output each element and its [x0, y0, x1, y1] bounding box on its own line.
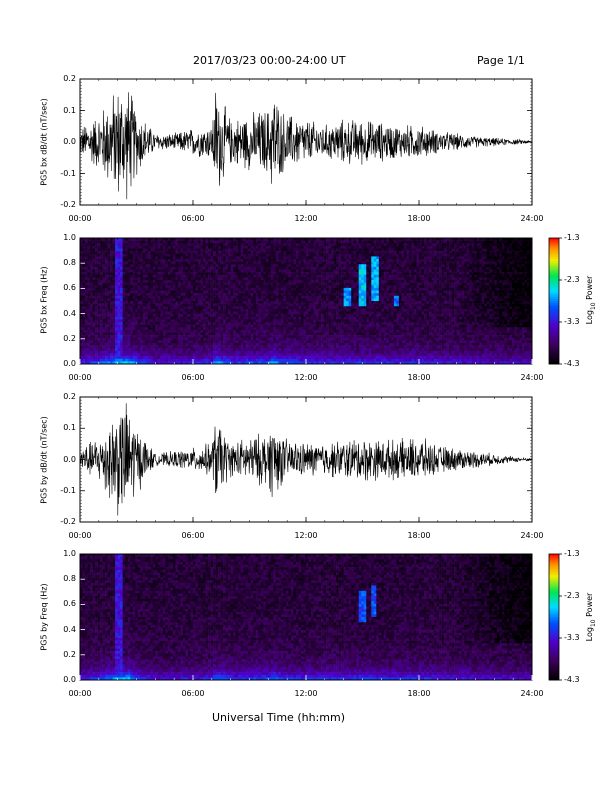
- bx-colorbar-label: Log10 Power: [585, 275, 597, 325]
- colorbar-tick-label: -4.3: [564, 359, 580, 368]
- x-tick-label: 00:00: [68, 373, 92, 382]
- x-tick-label: 12:00: [294, 689, 318, 698]
- y-tick-label: 0.2: [63, 392, 76, 401]
- y-tick-label: 0.0: [63, 359, 76, 368]
- y-tick-label: 0.4: [63, 624, 76, 634]
- y-tick-label: 1.0: [63, 233, 76, 242]
- x-tick-label: 00:00: [68, 214, 92, 223]
- dbdt-trace: [80, 92, 532, 200]
- x-tick-label: 18:00: [407, 373, 431, 382]
- y-tick-label: 0.6: [63, 599, 76, 609]
- colorbar-tick-label: -3.3: [564, 633, 580, 642]
- x-tick-label: 18:00: [407, 689, 431, 698]
- x-tick-label: 12:00: [294, 214, 318, 223]
- y-tick-label: 0.0: [63, 675, 76, 684]
- y-tick-label: 0.4: [63, 308, 76, 318]
- page-number: Page 1/1: [477, 54, 525, 67]
- x-tick-label: 12:00: [294, 531, 318, 540]
- panel-0: [79, 78, 533, 206]
- y-tick-label: -0.1: [60, 168, 76, 178]
- by-dbdt-ylabel: PG5 by dB/dt (nT/sec): [39, 416, 49, 504]
- by-colorbar-label: Log10 Power: [585, 592, 597, 642]
- y-tick-label: -0.2: [60, 517, 76, 526]
- y-tick-label: 1.0: [63, 549, 76, 558]
- y-tick-label: 0.2: [63, 649, 76, 659]
- y-tick-label: 0.2: [63, 333, 76, 343]
- y-tick-label: 0.0: [63, 137, 76, 146]
- x-tick-label: 24:00: [520, 373, 544, 382]
- x-tick-label: 24:00: [520, 689, 544, 698]
- colorbar-tick-label: -1.3: [564, 233, 580, 242]
- y-tick-label: 0.1: [63, 105, 76, 115]
- x-tick-label: 00:00: [68, 531, 92, 540]
- x-tick-label: 24:00: [520, 214, 544, 223]
- x-tick-label: 06:00: [181, 689, 205, 698]
- x-tick-label: 06:00: [181, 214, 205, 223]
- by-freq-ylabel: PG5 by Freq (Hz): [39, 583, 49, 651]
- x-tick-label: 12:00: [294, 373, 318, 382]
- y-tick-label: -0.2: [60, 200, 76, 209]
- y-tick-label: 0.1: [63, 423, 76, 433]
- colorbar-tick-label: -3.3: [564, 317, 580, 326]
- y-tick-label: 0.2: [63, 74, 76, 83]
- x-tick-label: 06:00: [181, 531, 205, 540]
- x-axis-label: Universal Time (hh:mm): [212, 711, 345, 724]
- colorbar-tick-label: -2.3: [564, 591, 580, 600]
- bx-freq-ylabel: PG5 bx Freq (Hz): [39, 266, 49, 334]
- colorbar: [548, 553, 562, 681]
- x-tick-label: 24:00: [520, 531, 544, 540]
- panel-1: [79, 237, 533, 365]
- x-tick-label: 06:00: [181, 373, 205, 382]
- y-tick-label: 0.6: [63, 283, 76, 293]
- bx-dbdt-ylabel: PG5 bx dB/dt (nT/sec): [39, 98, 49, 186]
- dbdt-trace: [80, 403, 532, 516]
- colorbar-tick-label: -4.3: [564, 675, 580, 684]
- page-title: 2017/03/23 00:00-24:00 UT: [193, 54, 346, 67]
- colorbar-tick-label: -2.3: [564, 275, 580, 284]
- x-tick-label: 18:00: [407, 531, 431, 540]
- y-tick-label: -0.1: [60, 485, 76, 495]
- y-tick-label: 0.8: [63, 574, 76, 584]
- colorbar-tick-label: -1.3: [564, 549, 580, 558]
- y-tick-label: 0.0: [63, 454, 76, 464]
- x-tick-label: 00:00: [68, 689, 92, 698]
- y-tick-label: 0.8: [63, 258, 76, 268]
- x-tick-label: 18:00: [407, 214, 431, 223]
- panel-2: [79, 396, 533, 523]
- colorbar: [548, 237, 562, 365]
- panel-3: [79, 553, 533, 681]
